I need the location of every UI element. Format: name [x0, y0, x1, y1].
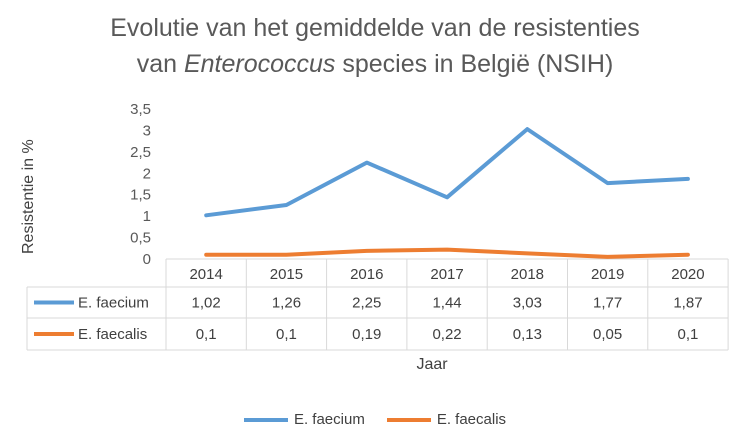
- data-label: 0,19: [352, 326, 381, 343]
- data-label: 0,1: [196, 326, 217, 343]
- x-tick-label: 2020: [671, 266, 704, 283]
- y-tick-label: 3: [143, 122, 151, 139]
- y-tick-label: 1: [143, 208, 151, 225]
- table-row-name: E. faecium: [78, 295, 149, 312]
- y-tick-label: 0,5: [130, 230, 151, 247]
- y-tick-label: 1,5: [130, 187, 151, 204]
- chart-title-line2: van Enterococcus species in België (NSIH…: [0, 50, 750, 79]
- table-row-name: E. faecalis: [78, 326, 147, 343]
- data-label: 1,77: [593, 295, 622, 312]
- y-tick-label: 2,5: [130, 144, 151, 161]
- data-label: 1,44: [432, 295, 461, 312]
- legend-label-faecium: E. faecium: [293, 411, 365, 428]
- y-tick-label: 0: [143, 251, 151, 268]
- chart-title-line1: Evolutie van het gemiddelde van de resis…: [110, 14, 640, 42]
- legend-item-faecium: E. faecium: [243, 411, 365, 428]
- x-tick-label: 2016: [350, 266, 383, 283]
- data-label: 0,13: [513, 326, 542, 343]
- data-label: 2,25: [352, 295, 381, 312]
- data-label: 1,26: [272, 295, 301, 312]
- data-label: 0,22: [432, 326, 461, 343]
- x-axis-label: Jaar: [416, 356, 448, 373]
- legend-label-faecalis: E. faecalis: [436, 411, 507, 428]
- data-label: 0,1: [678, 326, 699, 343]
- legend: E. faecium E. faecalis: [0, 411, 750, 428]
- x-tick-label: 2015: [270, 266, 303, 283]
- title-prefix: van: [136, 50, 184, 78]
- legend-item-faecalis: E. faecalis: [386, 411, 507, 428]
- x-tick-label: 2014: [189, 266, 222, 283]
- data-label: 1,02: [192, 295, 221, 312]
- data-label: 0,05: [593, 326, 622, 343]
- x-tick-label: 2019: [591, 266, 624, 283]
- y-tick-label: 2: [143, 165, 151, 182]
- x-tick-label: 2018: [511, 266, 544, 283]
- x-tick-label: 2017: [430, 266, 463, 283]
- title-suffix: species in België (NSIH): [335, 50, 614, 78]
- legend-swatch-faecalis: [386, 417, 431, 422]
- data-label: 0,1: [276, 326, 297, 343]
- series-line-faecium: [204, 127, 690, 218]
- y-tick-label: 3,5: [130, 101, 151, 118]
- series-line-faecalis: [204, 247, 690, 259]
- legend-swatch-faecium: [243, 417, 288, 422]
- data-label: 1,87: [673, 295, 702, 312]
- title-genus: Enterococcus: [183, 50, 336, 78]
- data-label: 3,03: [513, 295, 542, 312]
